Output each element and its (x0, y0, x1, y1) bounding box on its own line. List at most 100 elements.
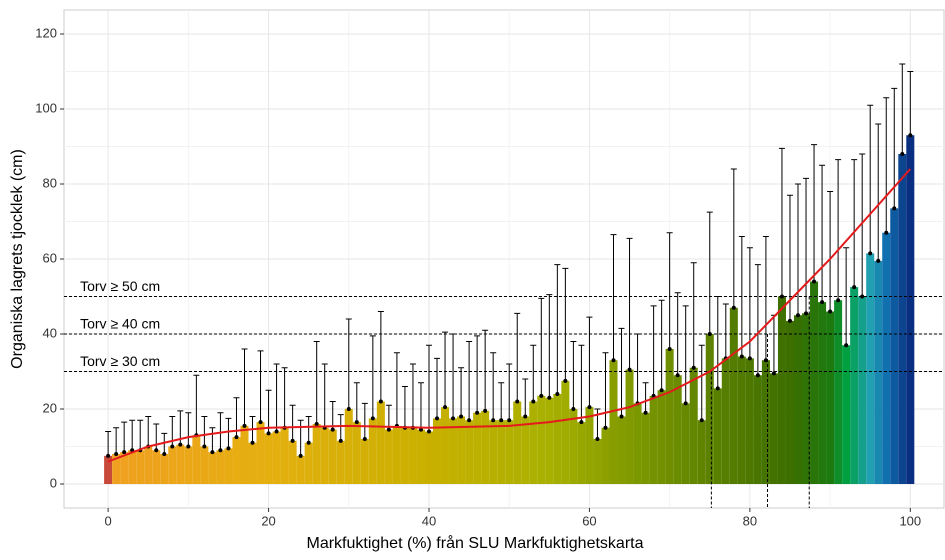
point (306, 440, 311, 445)
bar (360, 439, 369, 484)
bar (144, 446, 153, 484)
bar (810, 281, 819, 484)
point (418, 427, 423, 432)
point (178, 442, 183, 447)
bar (505, 420, 514, 484)
point (836, 298, 841, 303)
point (346, 407, 351, 411)
point (804, 311, 809, 316)
point (338, 438, 343, 443)
reference-label: Torv ≥ 50 cm (80, 278, 160, 294)
point (170, 444, 175, 449)
point (507, 418, 512, 423)
bar (633, 403, 642, 484)
bar (392, 425, 401, 484)
bar (248, 442, 257, 484)
point (370, 416, 375, 421)
point (587, 405, 592, 410)
point (787, 318, 792, 323)
point (747, 356, 752, 361)
point (892, 206, 897, 211)
point (699, 418, 704, 423)
bar (761, 360, 770, 484)
bar (882, 232, 891, 484)
point (122, 450, 127, 455)
bar (433, 418, 442, 484)
point (154, 448, 159, 453)
bar (176, 444, 185, 484)
point (611, 358, 616, 363)
y-tick-label: 20 (43, 400, 57, 415)
bar (729, 307, 738, 484)
bar (489, 420, 498, 484)
point (451, 416, 456, 421)
y-tick-label: 100 (35, 100, 57, 115)
bar (689, 367, 698, 484)
x-tick-label: 20 (261, 513, 275, 528)
bar (457, 416, 466, 484)
bar (112, 454, 121, 484)
point (330, 427, 335, 432)
bar (802, 313, 811, 484)
point (627, 367, 632, 372)
bar (449, 418, 458, 484)
bar (384, 429, 393, 484)
bar (184, 446, 193, 484)
bar (497, 420, 506, 484)
bar (312, 424, 321, 484)
bar (553, 394, 562, 484)
reference-label: Torv ≥ 30 cm (80, 353, 160, 369)
point (362, 437, 367, 441)
point (426, 429, 431, 434)
bar (416, 429, 425, 484)
point (459, 414, 464, 419)
x-tick-label: 60 (582, 513, 596, 528)
bar (874, 260, 883, 484)
bar (521, 416, 530, 484)
bar (441, 407, 450, 484)
point (234, 435, 239, 440)
bar (208, 452, 217, 484)
point (298, 453, 303, 458)
point (771, 371, 776, 376)
bar (224, 448, 233, 484)
bar (272, 431, 281, 484)
point (619, 414, 624, 419)
bar (561, 380, 570, 484)
point (226, 446, 231, 451)
bar (826, 311, 835, 484)
bar (304, 442, 313, 484)
point (739, 354, 744, 359)
point (250, 440, 255, 445)
point (499, 418, 504, 423)
point (258, 420, 263, 425)
bar (216, 450, 225, 484)
bar (368, 418, 377, 484)
point (643, 410, 648, 415)
y-tick-label: 80 (43, 175, 57, 190)
point (691, 365, 696, 370)
point (555, 392, 560, 396)
point (467, 418, 472, 423)
bar (850, 287, 859, 484)
bar (200, 446, 209, 484)
bar (376, 401, 385, 484)
bar (344, 409, 353, 484)
bar (665, 349, 674, 484)
point (314, 422, 319, 426)
bar (641, 412, 650, 484)
bar (721, 358, 730, 484)
point (579, 420, 584, 425)
bar (649, 395, 658, 484)
point (820, 300, 825, 305)
bar (842, 345, 851, 484)
x-tick-label: 80 (743, 513, 757, 528)
point (547, 395, 552, 400)
point (755, 373, 760, 378)
bar (424, 431, 434, 484)
bar (697, 420, 706, 484)
point (796, 313, 801, 318)
point (852, 285, 857, 290)
y-tick-label: 0 (50, 475, 57, 490)
